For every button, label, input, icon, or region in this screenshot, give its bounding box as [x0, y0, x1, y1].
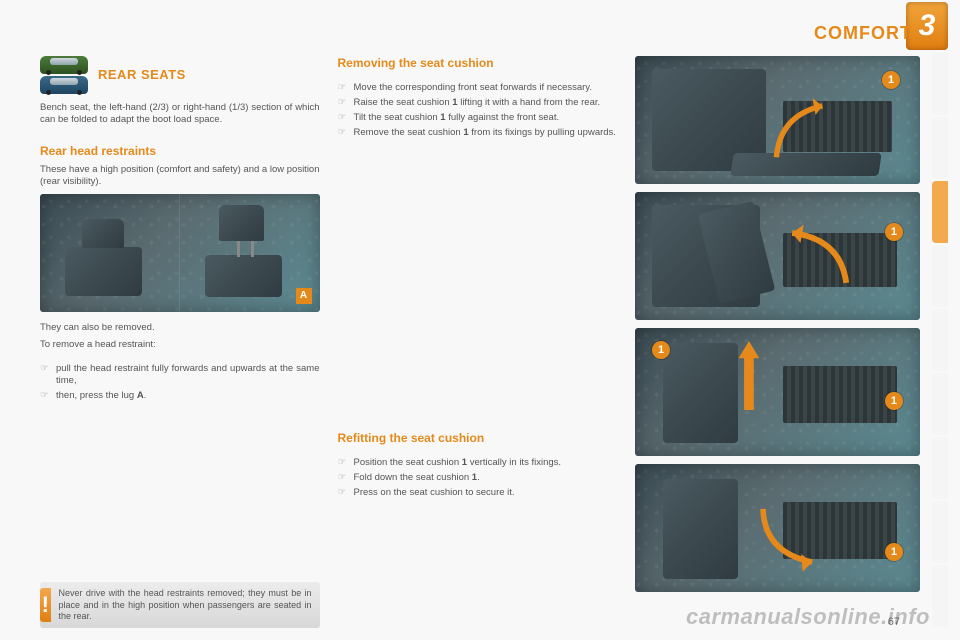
- side-tab[interactable]: [932, 309, 948, 371]
- head-restraints-paragraph: These have a high position (comfort and …: [40, 164, 320, 188]
- vehicle-variant-icons: [40, 56, 88, 94]
- list-item: Fold down the seat cushion 1.: [338, 472, 618, 484]
- removing-cushion-steps: Move the corresponding front seat forwar…: [338, 79, 618, 142]
- side-tab[interactable]: [932, 117, 948, 179]
- cushion-label-1: 1: [652, 341, 670, 359]
- side-tab[interactable]: [932, 53, 948, 115]
- curve-arrow-icon: [743, 218, 891, 301]
- head-restraints-title: Rear head restraints: [40, 144, 320, 158]
- watermark-text: carmanualsonline.info: [686, 604, 930, 630]
- column-left: REAR SEATS Bench seat, the left-hand (2/…: [40, 56, 320, 628]
- list-item: Remove the seat cushion 1 from its fixin…: [338, 127, 618, 139]
- chapter-badge: 3: [906, 2, 948, 50]
- list-item: Move the corresponding front seat forwar…: [338, 82, 618, 94]
- warning-box: ! Never drive with the head restraints r…: [40, 582, 320, 628]
- side-tab[interactable]: [932, 501, 948, 563]
- curve-arrow-icon: [720, 497, 857, 576]
- removing-cushion-title: Removing the seat cushion: [338, 56, 618, 70]
- remove-headrest-steps: pull the head restraint fully forwards a…: [40, 360, 320, 405]
- content-area: REAR SEATS Bench seat, the left-hand (2/…: [40, 56, 920, 628]
- manual-page: 3 COMFORT REAR SEATS Bench seat, the lef…: [0, 0, 960, 640]
- lug-label-A: A: [296, 288, 312, 304]
- headrest-low-image: [40, 194, 180, 312]
- list-item: pull the head restraint fully forwards a…: [40, 363, 320, 387]
- refitting-cushion-title: Refitting the seat cushion: [338, 431, 618, 445]
- side-tab[interactable]: [932, 565, 948, 627]
- up-arrow-icon: [729, 341, 769, 410]
- side-tab-active[interactable]: [932, 181, 948, 243]
- list-item: Raise the seat cushion 1 lifting it with…: [338, 97, 618, 109]
- side-tab[interactable]: [932, 373, 948, 435]
- category-heading: COMFORT: [814, 23, 912, 44]
- rear-seats-title: REAR SEATS: [98, 67, 186, 82]
- cushion-remove-figure: 1 1: [635, 328, 920, 456]
- side-tab[interactable]: [932, 245, 948, 307]
- side-tab-bar: [932, 52, 948, 628]
- headrest-high-image: A: [180, 194, 319, 312]
- headrest-figure: A: [40, 194, 320, 312]
- column-middle: Removing the seat cushion Move the corre…: [338, 56, 618, 628]
- rear-seats-heading-row: REAR SEATS: [40, 56, 320, 94]
- curve-arrow-icon: [732, 92, 874, 169]
- warning-text: Never drive with the head restraints rem…: [59, 588, 312, 622]
- car-wagon-icon: [40, 76, 88, 94]
- car-hatch-icon: [40, 56, 88, 74]
- side-tab[interactable]: [932, 437, 948, 499]
- refitting-cushion-steps: Position the seat cushion 1 vertically i…: [338, 454, 618, 502]
- warning-icon: !: [40, 588, 51, 622]
- after-figure-text-1: They can also be removed.: [40, 322, 320, 334]
- list-item: then, press the lug A.: [40, 390, 320, 402]
- cushion-label-1: 1: [885, 392, 903, 410]
- cushion-label-1: 1: [885, 223, 903, 241]
- after-figure-text-2: To remove a head restraint:: [40, 339, 320, 351]
- intro-paragraph: Bench seat, the left-hand (2/3) or right…: [40, 102, 320, 126]
- cushion-tilt-figure: 1: [635, 192, 920, 320]
- column-right: 1 1 1 1: [635, 56, 920, 628]
- cushion-refit-figure: 1: [635, 464, 920, 592]
- list-item: Tilt the seat cushion 1 fully against th…: [338, 112, 618, 124]
- list-item: Position the seat cushion 1 vertically i…: [338, 457, 618, 469]
- cushion-raise-figure: 1: [635, 56, 920, 184]
- list-item: Press on the seat cushion to secure it.: [338, 487, 618, 499]
